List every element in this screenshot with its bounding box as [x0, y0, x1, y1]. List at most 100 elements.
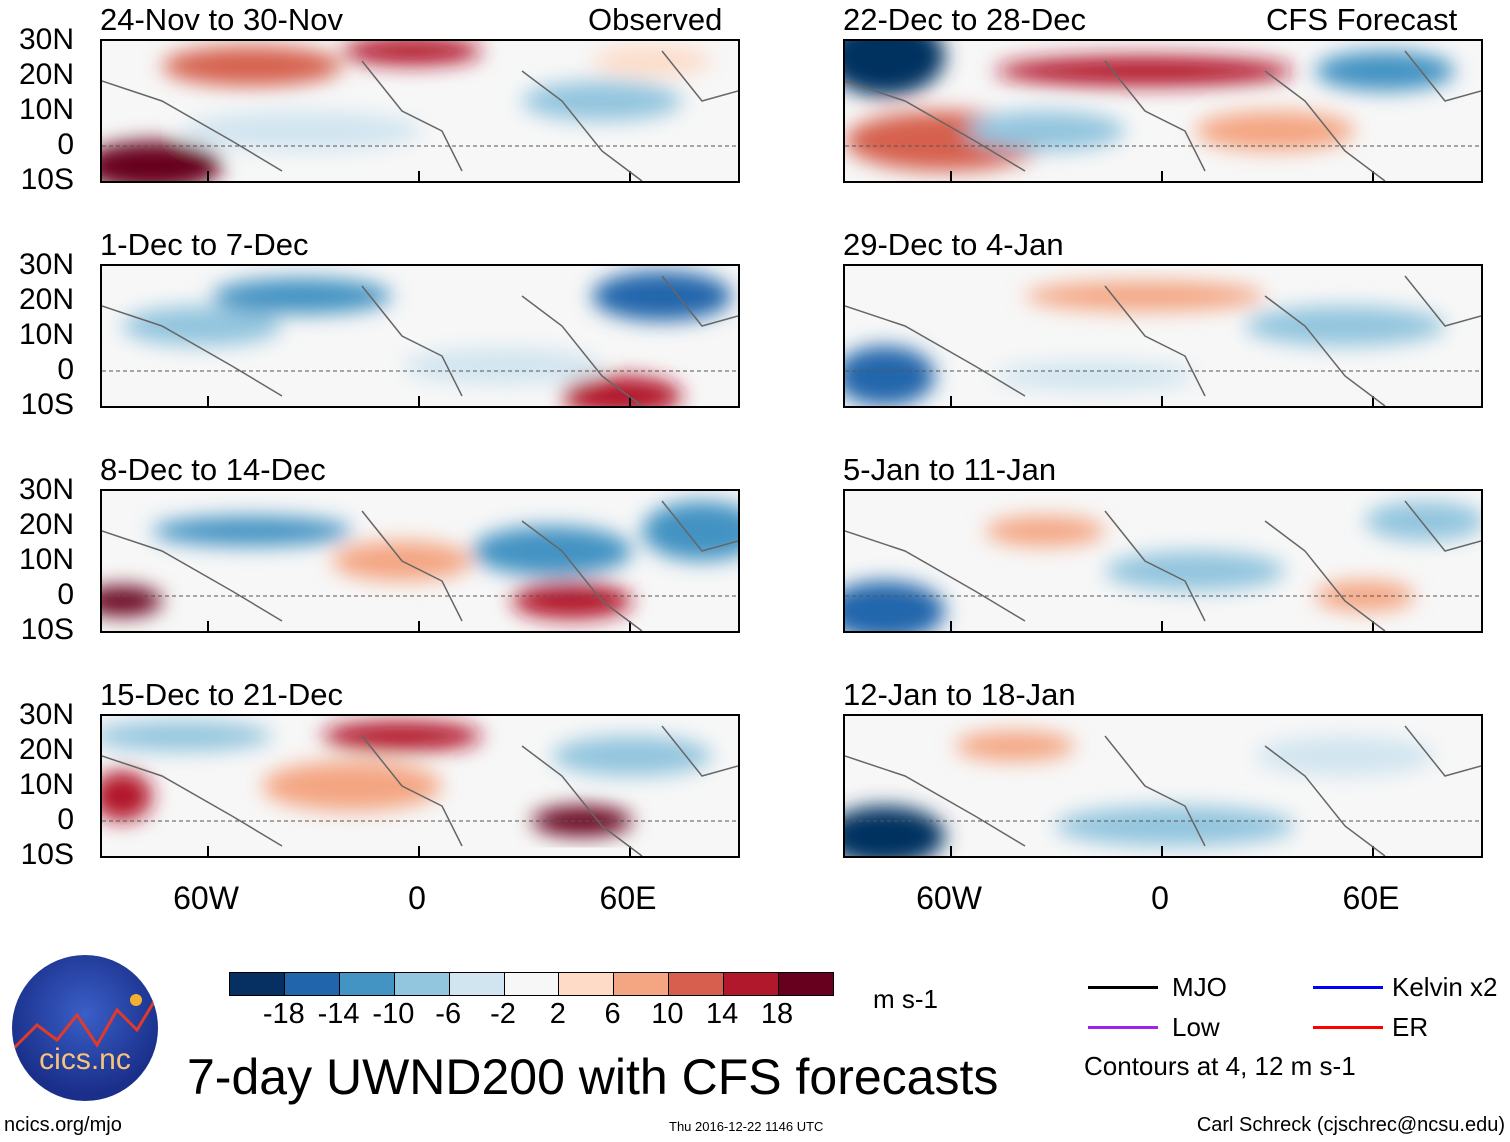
lat-label: 20N: [18, 58, 74, 91]
legend-label-low: Low: [1172, 1012, 1220, 1042]
wind-map: [845, 41, 1481, 181]
anomaly-shading: [552, 736, 712, 776]
lat-label: 10N: [18, 768, 74, 801]
anomaly-shading: [102, 721, 272, 751]
anomaly-shading: [592, 46, 712, 76]
map-panel: [843, 489, 1483, 633]
anomaly-shading: [845, 581, 945, 631]
colorbar-label: 6: [604, 998, 621, 1030]
panel-title: 29-Dec to 4-Jan: [843, 227, 1064, 262]
colorbar-label: -10: [372, 998, 415, 1030]
lon-label: 60W: [916, 880, 982, 916]
anomaly-shading: [522, 81, 682, 121]
anomaly-shading: [1105, 551, 1285, 591]
legend-line-low: [1088, 1026, 1158, 1029]
colorbar-label: 18: [760, 998, 794, 1030]
forecast-header: CFS Forecast: [1266, 2, 1458, 37]
colorbar: [229, 972, 834, 996]
lat-label: 10S: [20, 388, 74, 421]
lat-label: 10S: [20, 838, 74, 871]
panel-title: 12-Jan to 18-Jan: [843, 677, 1076, 712]
wind-map: [845, 725, 1481, 856]
figure-title: 7-day UWND200 with CFS forecasts: [187, 1049, 999, 1105]
legend-label-mjo: MJO: [1172, 972, 1227, 1002]
anomaly-shading: [402, 348, 602, 384]
coastline: [102, 275, 738, 406]
anomaly-shading: [845, 41, 945, 96]
panel-title: 24-Nov to 30-Nov: [100, 2, 343, 37]
lon-label: 0: [408, 880, 426, 916]
map-panel: [100, 714, 740, 858]
lat-label: 30N: [18, 698, 74, 731]
lat-label: 20N: [18, 283, 74, 316]
lat-label: 0: [57, 803, 74, 836]
lon-label: 0: [1151, 880, 1169, 916]
cics-logo: cics.nc: [12, 955, 158, 1101]
map-panel: [100, 489, 740, 633]
anomaly-shading: [102, 771, 152, 821]
anomaly-shading: [162, 46, 342, 86]
anomaly-shading: [995, 56, 1295, 86]
wind-map: [102, 41, 738, 181]
lat-label: 0: [57, 578, 74, 611]
anomaly-shading: [1255, 736, 1435, 776]
panel-title: 5-Jan to 11-Jan: [843, 452, 1057, 487]
lat-label: 20N: [18, 508, 74, 541]
contour-note: Contours at 4, 12 m s-1: [1084, 1051, 1356, 1081]
coastline: [845, 275, 1481, 406]
lat-label: 20N: [18, 733, 74, 766]
colorbar-label: -6: [435, 998, 462, 1030]
lat-label: 10N: [18, 318, 74, 351]
anomaly-shading: [102, 141, 222, 181]
colorbar-label: -18: [262, 998, 305, 1030]
coastline: [102, 50, 738, 181]
colorbar-label: 10: [651, 998, 684, 1030]
anomaly-shading: [1365, 501, 1481, 541]
lat-label: 10N: [18, 93, 74, 126]
map-panel: [843, 39, 1483, 183]
anomaly-shading: [212, 278, 392, 314]
anomaly-shading: [642, 501, 738, 561]
footer-url[interactable]: ncics.org/mjo: [4, 1114, 122, 1136]
anomaly-shading: [1195, 111, 1355, 151]
colorbar-swatch: [504, 973, 560, 995]
footer-timestamp: Thu 2016-12-22 1146 UTC: [669, 1119, 824, 1134]
colorbar-swatch: [779, 973, 833, 995]
coastline: [102, 500, 738, 631]
anomaly-shading: [532, 806, 632, 836]
observed-header: Observed: [588, 2, 723, 37]
anomaly-shading: [322, 721, 482, 751]
colorbar-swatch: [614, 973, 670, 995]
colorbar-swatch: [559, 973, 615, 995]
legend-line-kelvin: [1313, 986, 1383, 989]
lon-label: 60E: [599, 880, 657, 916]
anomaly-shading: [262, 761, 442, 811]
wind-map: [102, 271, 738, 406]
panel-title: 22-Dec to 28-Dec: [843, 2, 1086, 37]
anomaly-shading: [985, 516, 1105, 546]
anomaly-shading: [845, 806, 945, 856]
lat-label: 30N: [18, 248, 74, 281]
colorbar-swatch: [394, 973, 450, 995]
mountain-icon: [12, 994, 158, 1052]
anomaly-shading: [122, 306, 282, 346]
lat-label: 30N: [18, 23, 74, 56]
colorbar-label: 2: [549, 998, 566, 1030]
legend-label-er: ER: [1392, 1012, 1429, 1042]
legend-label-kelvin: Kelvin x2: [1392, 972, 1498, 1002]
coastline: [845, 500, 1481, 631]
lat-label: 0: [57, 128, 74, 161]
coastline: [102, 725, 738, 856]
anomaly-shading: [845, 346, 935, 406]
lat-label: 10S: [20, 613, 74, 646]
anomaly-shading: [1315, 51, 1455, 91]
wind-map: [102, 500, 738, 631]
lat-label: 10S: [20, 163, 74, 196]
anomaly-shading: [955, 731, 1075, 761]
anomaly-shading: [472, 526, 632, 576]
map-panel: [100, 39, 740, 183]
colorbar-swatch: [284, 973, 340, 995]
anomaly-shading: [965, 111, 1125, 151]
map-panel: [100, 264, 740, 408]
anomaly-shading: [995, 361, 1195, 391]
